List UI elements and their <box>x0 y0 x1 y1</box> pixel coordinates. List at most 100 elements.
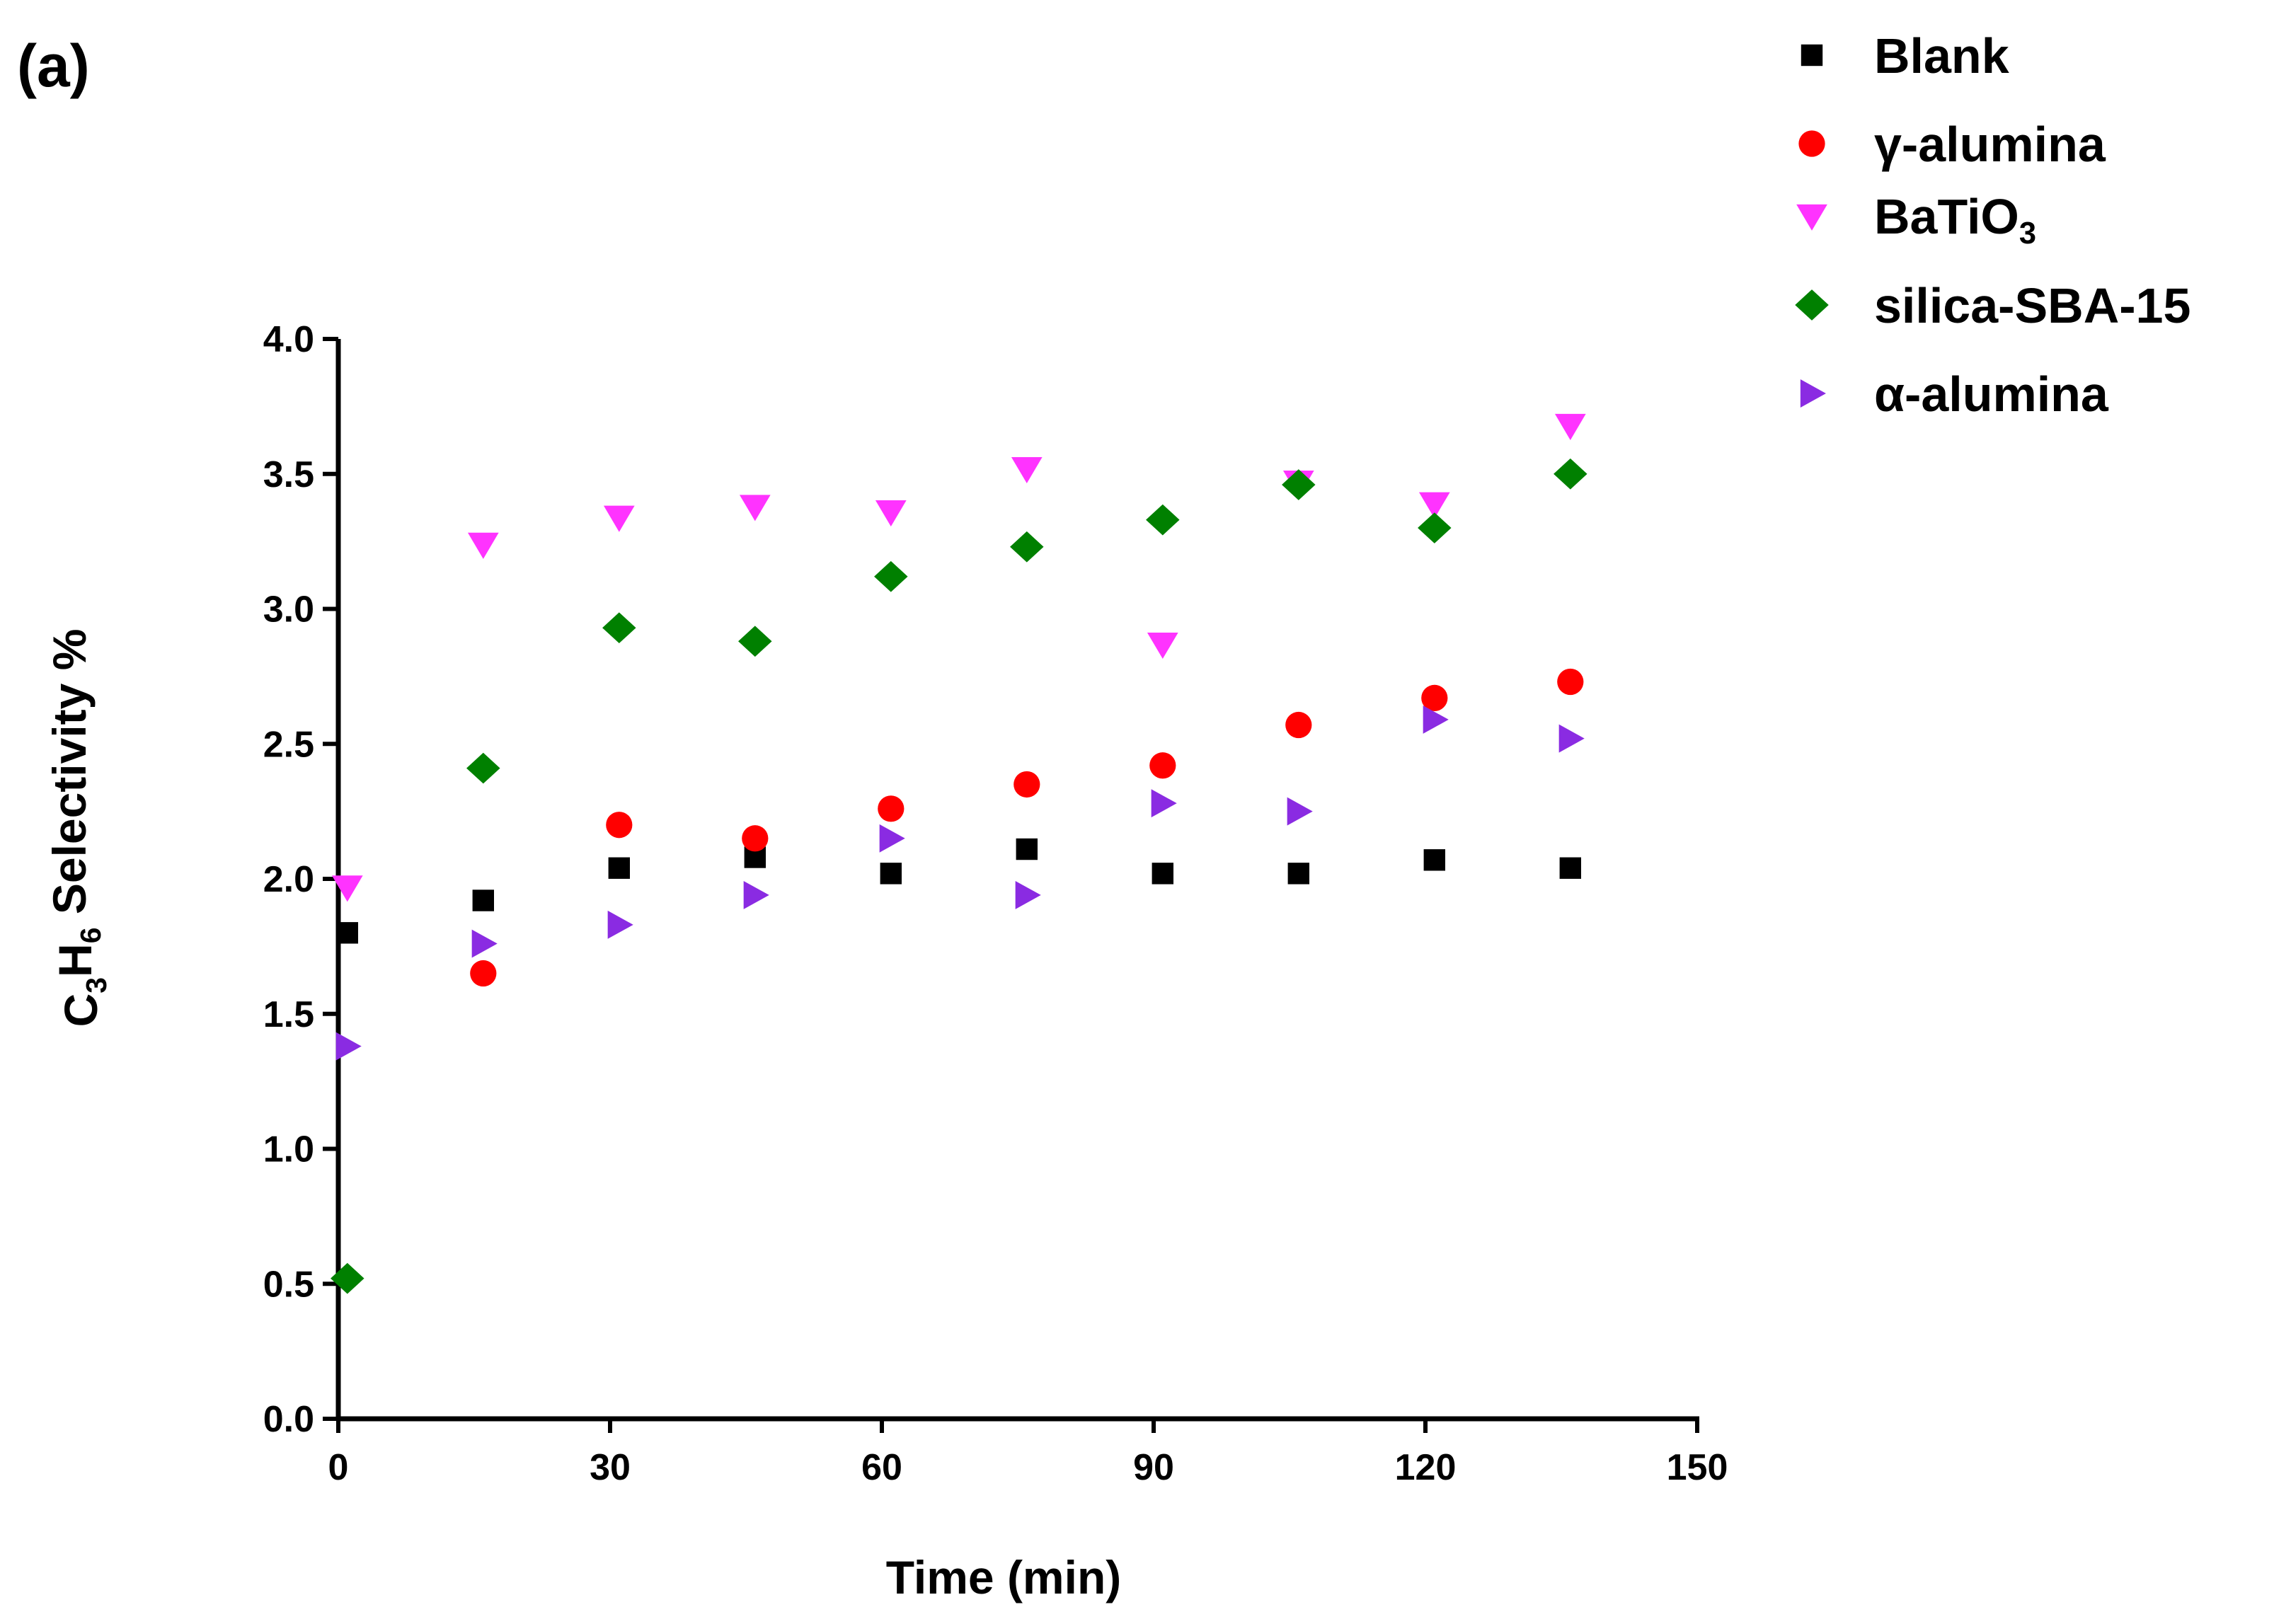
data-point <box>466 752 500 784</box>
x-tick-label: 90 <box>1133 1447 1174 1488</box>
data-point <box>1149 752 1176 779</box>
legend-item: γ-alumina <box>1798 117 2106 172</box>
legend-label: α-alumina <box>1874 367 2109 422</box>
legend-label: γ-alumina <box>1874 117 2106 172</box>
text-part: C <box>54 994 107 1027</box>
data-point <box>472 889 494 911</box>
data-point <box>1151 789 1177 818</box>
text-part: α-alumina <box>1874 367 2109 422</box>
data-point <box>875 500 907 527</box>
y-tick-label: 1.0 <box>263 1129 314 1170</box>
legend-item: Blank <box>1801 28 2009 83</box>
text-part: silica-SBA-15 <box>1874 278 2190 333</box>
legend: Blank γ-alumina BaTiO3 silica-SBA-15 α-alumi… <box>1795 28 2190 422</box>
text-part: Blank <box>1874 28 2009 83</box>
legend-marker <box>1801 44 1823 67</box>
data-point <box>880 863 902 885</box>
text-part: H <box>49 943 101 977</box>
x-axis-title: Time (min) <box>886 1551 1121 1603</box>
panel-label: (a) <box>17 33 90 99</box>
series-batio3 <box>331 413 1586 902</box>
data-point <box>742 825 769 852</box>
data-point <box>743 880 769 909</box>
data-point <box>874 560 908 592</box>
x-tick-label: 0 <box>328 1447 349 1488</box>
x-tick-label: 60 <box>861 1447 902 1488</box>
data-point <box>471 929 498 958</box>
data-point <box>1016 838 1038 860</box>
data-point <box>606 812 633 839</box>
legend-label: BaTiO3 <box>1874 189 2036 250</box>
data-point <box>1558 724 1585 753</box>
y-tick-label: 0.0 <box>263 1399 314 1440</box>
x-tick-label: 150 <box>1667 1447 1728 1488</box>
legend-item: silica-SBA-15 <box>1795 278 2190 333</box>
data-point <box>1147 632 1178 659</box>
data-point <box>607 910 633 939</box>
data-point <box>878 795 905 822</box>
legend-item: BaTiO3 <box>1796 189 2036 250</box>
data-point <box>1423 705 1449 734</box>
data-point <box>738 626 772 657</box>
data-point <box>1557 668 1584 696</box>
y-tick-label: 3.5 <box>263 454 314 495</box>
data-point <box>1285 711 1312 739</box>
data-point <box>1011 456 1043 484</box>
data-point <box>331 1262 364 1294</box>
y-axis-title: C3H6 Selectivity % <box>43 629 113 1027</box>
data-point <box>1282 469 1316 500</box>
y-tick-label: 2.0 <box>263 859 314 900</box>
text-part: BaTiO <box>1874 189 2019 244</box>
legend-marker <box>1796 204 1827 231</box>
y-tick-label: 0.5 <box>263 1264 314 1305</box>
data-point <box>1152 863 1173 885</box>
data-point <box>608 857 630 879</box>
subscript: 6 <box>74 928 107 944</box>
subscript: 3 <box>80 977 113 994</box>
data-point <box>1554 413 1586 440</box>
series-silica-sba-15 <box>331 458 1587 1294</box>
legend-marker <box>1800 379 1826 408</box>
data-point <box>335 1032 362 1061</box>
data-point <box>1287 797 1313 826</box>
y-tick-label: 4.0 <box>263 319 314 360</box>
legend-item: α-alumina <box>1800 367 2109 422</box>
data-point <box>879 824 905 853</box>
data-point <box>331 875 363 902</box>
data-point <box>1423 849 1445 871</box>
axes: 0 30 60 90 120 150 0.0 0.5 1.0 1.5 2.0 2.5 3.0 3.5 4.0 <box>263 319 1728 1488</box>
y-tick-label: 3.0 <box>263 589 314 630</box>
data-point <box>739 495 771 522</box>
legend-label: Blank <box>1874 28 2009 83</box>
data-point <box>1554 458 1587 490</box>
y-tick-label: 1.5 <box>263 994 314 1035</box>
data-point <box>1010 531 1044 563</box>
data-point <box>1015 880 1041 909</box>
data-point <box>1014 771 1040 798</box>
series--alumina <box>335 705 1585 1061</box>
data-point <box>1559 857 1581 879</box>
series--alumina <box>470 668 1584 987</box>
data-point <box>1287 863 1309 885</box>
legend-label: silica-SBA-15 <box>1874 278 2190 333</box>
text-part: Selectivity % <box>43 629 96 928</box>
data-point <box>603 505 635 532</box>
data-point <box>1418 492 1450 519</box>
plot-area <box>331 413 1587 1294</box>
y-tick-label: 2.5 <box>263 724 314 765</box>
data-point <box>470 960 497 987</box>
series-blank <box>336 838 1581 944</box>
data-point <box>336 922 358 944</box>
legend-marker <box>1798 130 1825 157</box>
data-point <box>467 532 499 559</box>
x-tick-label: 120 <box>1395 1447 1457 1488</box>
subscript: 3 <box>2019 217 2036 250</box>
x-tick-label: 30 <box>590 1447 631 1488</box>
data-point <box>1418 512 1452 543</box>
data-point <box>1421 684 1448 712</box>
data-point <box>1146 504 1180 536</box>
legend-marker <box>1795 289 1829 321</box>
text-part: γ-alumina <box>1874 117 2106 172</box>
data-point <box>602 612 636 644</box>
